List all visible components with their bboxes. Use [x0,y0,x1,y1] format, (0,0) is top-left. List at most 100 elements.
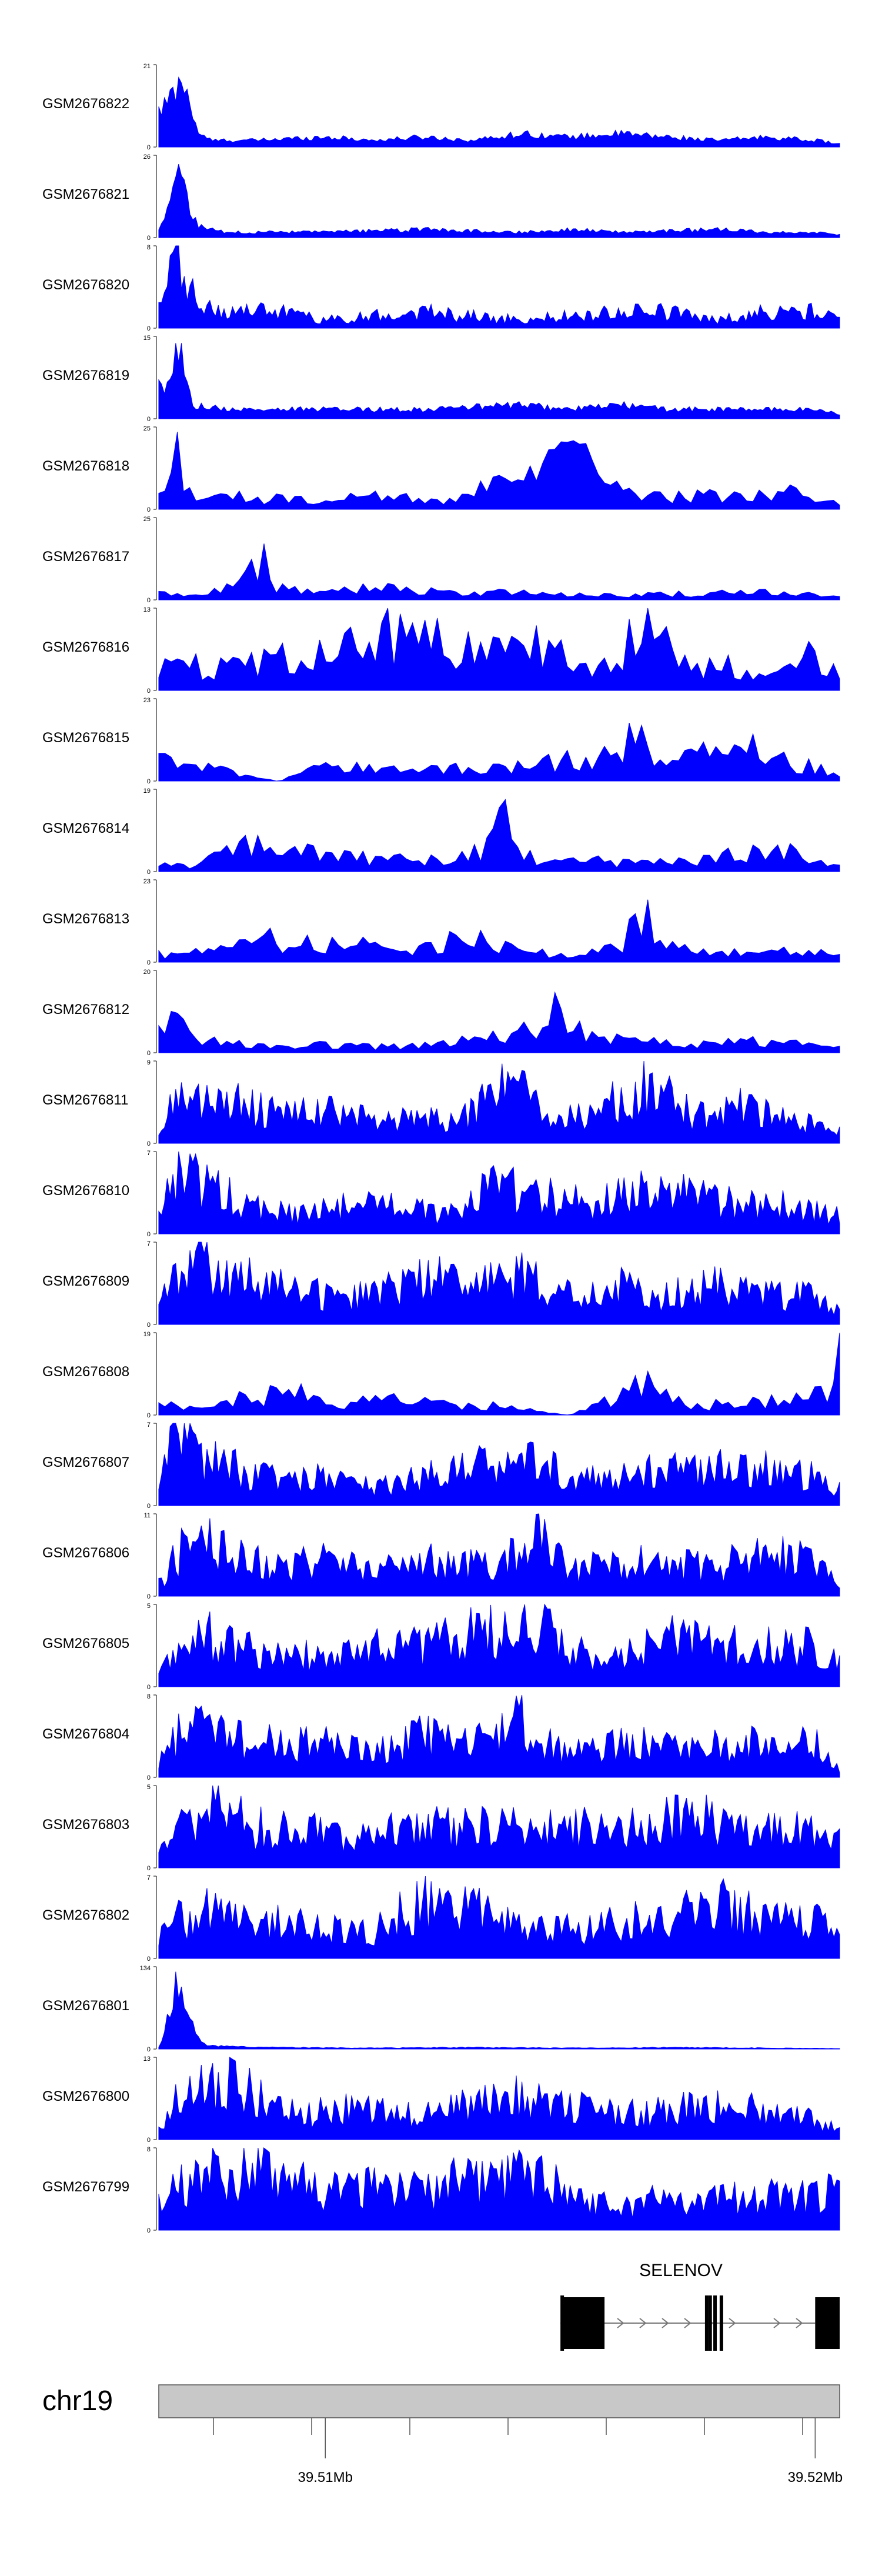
y-tick-label-min: 0 [147,1593,151,1600]
y-tick-label-min: 0 [147,506,151,513]
y-tick-label-max: 13 [143,2056,151,2063]
y-tick-label-min: 0 [147,416,151,423]
track-label: GSM2676811 [42,1092,128,1108]
track-GSM2676801: GSM2676801 134 0 [42,1965,840,2053]
track-GSM2676817: GSM2676817 25 0 [42,516,840,604]
track-label: GSM2676809 [42,1273,129,1289]
y-tick-label-min: 0 [147,688,151,695]
track-GSM2676821: GSM2676821 26 0 [42,154,840,242]
y-tick-label-max: 23 [143,878,151,885]
track-label: GSM2676812 [42,1002,129,1017]
track-GSM2676813: GSM2676813 23 0 [42,878,840,966]
coverage-area [158,543,840,600]
track-GSM2676800: GSM2676800 13 0 [42,2056,840,2144]
y-tick-label-min: 0 [147,1231,151,1238]
y-tick-label-max: 7 [147,1874,151,1881]
track-GSM2676806: GSM2676806 11 0 [42,1512,840,1600]
exon [708,2295,712,2351]
coverage-area [158,1603,840,1687]
strand-arrow [773,2318,781,2328]
coverage-area [158,432,840,510]
y-tick-label-min: 0 [147,597,151,604]
coverage-area [158,2147,840,2231]
chromosome-label: chr19 [42,2385,113,2417]
track-label: GSM2676814 [42,820,129,836]
track-GSM2676810: GSM2676810 7 0 [42,1150,840,1238]
exon [713,2295,717,2351]
coverage-area [158,1151,840,1234]
track-GSM2676807: GSM2676807 7 0 [42,1422,840,1510]
coverage-area [158,2057,840,2140]
y-tick-label-max: 23 [143,697,151,704]
track-label: GSM2676819 [42,368,129,383]
track-label: GSM2676802 [42,1907,129,1923]
y-tick-label-min: 0 [147,1684,151,1691]
y-tick-label-min: 0 [147,778,151,785]
y-tick-label-max: 134 [140,1965,151,1972]
y-tick-label-max: 21 [143,63,151,70]
track-label: GSM2676808 [42,1364,129,1380]
coverage-area [158,343,840,419]
track-label: GSM2676800 [42,2088,129,2104]
track-label: GSM2676813 [42,911,129,927]
y-tick-label-max: 26 [143,154,151,161]
coverage-tracks: GSM2676822210GSM2676821260GSM267682080GS… [42,63,840,2234]
track-GSM2676802: GSM2676802 7 0 [42,1874,840,1963]
coverage-area [158,1694,840,1778]
exon [563,2297,605,2349]
coverage-area [158,1332,840,1416]
exon [719,2295,723,2351]
strand-arrow [684,2318,691,2328]
y-tick-label-min: 0 [147,1774,151,1781]
track-label: GSM2676820 [42,277,129,293]
y-tick-label-min: 0 [147,1140,151,1147]
track-label: GSM2676803 [42,1817,129,1833]
axis-tick-label: 39.52Mb [788,2470,843,2485]
track-label: GSM2676806 [42,1545,129,1561]
y-tick-label-max: 8 [147,2146,151,2153]
strand-arrow [796,2318,803,2328]
y-tick-label-min: 0 [147,1050,151,1057]
track-label: GSM2676807 [42,1454,129,1470]
track-GSM2676815: GSM2676815 23 0 [42,697,840,785]
y-tick-label-max: 19 [143,1331,151,1338]
track-GSM2676822: GSM2676822 21 0 [42,63,840,151]
coverage-area [158,245,840,329]
y-tick-label-max: 25 [143,425,151,432]
exon-utr [563,2309,570,2337]
y-tick-label-min: 0 [147,2137,151,2144]
track-GSM2676816: GSM2676816 13 0 [42,606,840,695]
y-tick-label-min: 0 [147,2227,151,2234]
y-tick-label-max: 25 [143,516,151,523]
track-GSM2676811: GSM2676811 9 0 [42,1059,840,1147]
y-tick-label-max: 20 [143,969,151,976]
track-label: GSM2676810 [42,1183,129,1199]
strand-arrow [662,2318,669,2328]
strand-arrow [617,2318,624,2328]
y-tick-label-min: 0 [147,959,151,966]
track-label: GSM2676801 [42,1998,129,2014]
coverage-area [158,899,840,963]
track-GSM2676805: GSM2676805 5 0 [42,1603,840,1691]
y-tick-label-min: 0 [147,1956,151,1963]
axis-tick-label: 39.51Mb [298,2470,353,2485]
track-GSM2676809: GSM2676809 7 0 [42,1240,840,1329]
track-label: GSM2676821 [42,186,129,202]
coverage-area [158,991,840,1053]
exon [815,2297,840,2349]
y-tick-label-min: 0 [147,1865,151,1872]
coverage-area [158,163,840,238]
y-tick-label-min: 0 [147,2046,151,2053]
track-label: GSM2676805 [42,1636,129,1651]
track-GSM2676812: GSM2676812 20 0 [42,969,840,1057]
y-tick-label-min: 0 [147,325,151,332]
y-tick-label-max: 19 [143,788,151,795]
track-label: GSM2676817 [42,549,129,565]
strand-arrow [639,2318,647,2328]
coverage-area [158,1785,840,1868]
coverage-area [158,76,840,148]
track-label: GSM2676818 [42,458,129,474]
strand-arrow [729,2318,736,2328]
track-GSM2676803: GSM2676803 5 0 [42,1784,840,1872]
